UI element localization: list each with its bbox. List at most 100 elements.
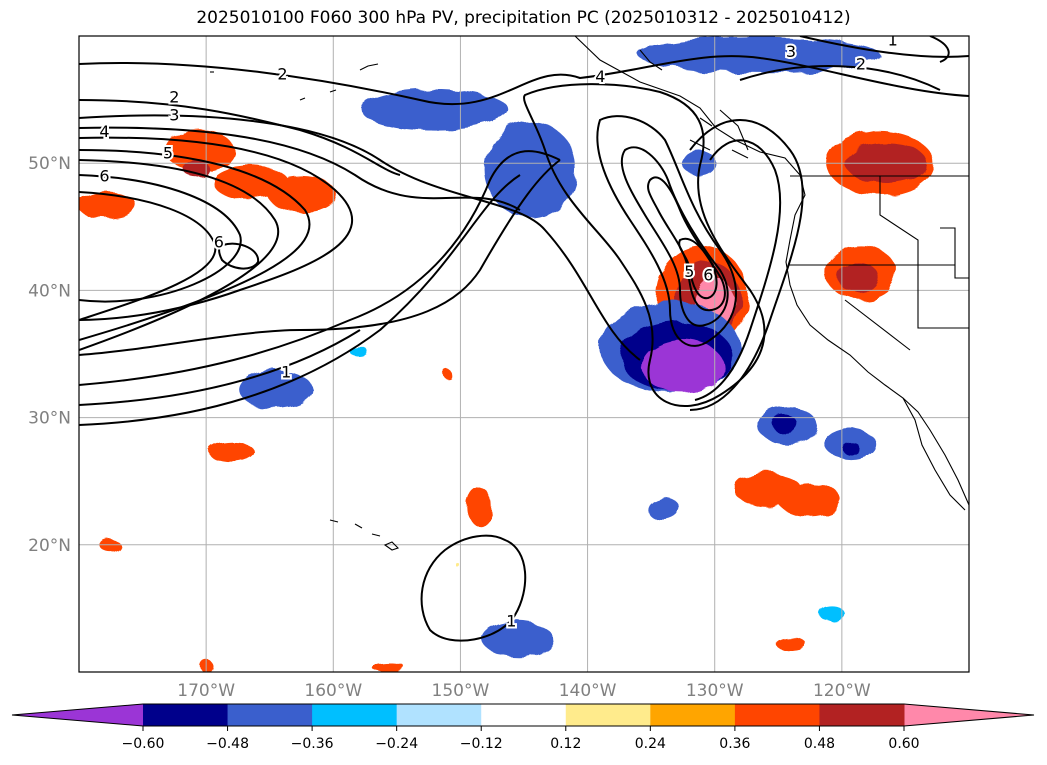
coastline <box>354 523 363 529</box>
pv-contour <box>739 65 941 91</box>
colorbar-tick-label: 0.60 <box>888 736 919 752</box>
precip-region <box>482 621 554 657</box>
colorbar: −0.60 −0.48 −0.36 −0.24 −0.12 0.12 0.24 0.36 0.4… <box>11 703 1035 752</box>
colorbar-tick-label: −0.48 <box>206 736 249 752</box>
precip-region <box>778 483 842 517</box>
coastlines <box>210 36 969 551</box>
colorbar-tick-label: −0.36 <box>291 736 334 752</box>
lat-tick-label: 50°N <box>28 154 71 174</box>
precip-region <box>484 121 577 218</box>
pv-contour <box>79 174 242 303</box>
colorbar-segment <box>650 704 736 726</box>
precip-region <box>638 37 880 73</box>
pv-contour <box>79 114 641 361</box>
precip-region <box>841 441 860 455</box>
lon-tick-label: 170°W <box>177 681 235 701</box>
pv-contour <box>79 191 217 321</box>
coastline <box>639 49 663 71</box>
pv-contour-label: 2 <box>277 65 287 84</box>
colorbar-tick-label: 0.36 <box>719 736 750 752</box>
lat-tick-label: 20°N <box>28 536 71 556</box>
pv-contour-label: 1 <box>506 612 516 631</box>
pv-contour <box>647 176 726 312</box>
pv-contour <box>79 126 521 211</box>
pv-contour-label: 4 <box>99 122 109 141</box>
lon-tick-label: 140°W <box>559 681 617 701</box>
pv-contour-label: 3 <box>786 42 796 61</box>
lon-tick-labels: 170°W 160°W 150°W 140°W 130°W 120°W <box>177 681 871 701</box>
precip-region <box>838 262 879 293</box>
pv-contour <box>79 55 969 106</box>
pv-contour-label: 5 <box>684 262 694 281</box>
pv-contour <box>420 534 527 642</box>
precip-region <box>371 661 405 672</box>
coastline <box>329 519 339 523</box>
coastline <box>383 541 400 551</box>
pv-contour <box>79 159 280 351</box>
lon-tick-label: 150°W <box>432 681 490 701</box>
coastline <box>844 299 911 351</box>
pv-contour <box>79 150 561 386</box>
coastline <box>731 149 749 159</box>
precip-region <box>79 191 137 220</box>
precip-region <box>208 441 255 463</box>
pv-contour-label: 1 <box>888 30 898 49</box>
coastline <box>329 89 337 93</box>
colorbar-segment <box>819 704 905 726</box>
pv-contour <box>799 36 969 58</box>
coastline <box>371 533 381 537</box>
lat-tick-label: 40°N <box>28 281 71 301</box>
colorbar-tick-label: 0.12 <box>550 736 581 752</box>
lat-tick-label: 30°N <box>28 409 71 429</box>
lon-tick-label: 160°W <box>304 681 362 701</box>
pv-contour-label: 1 <box>281 362 291 381</box>
pv-contour <box>79 329 361 406</box>
precip-region <box>267 175 336 212</box>
pv-contour-label: 5 <box>163 144 173 163</box>
pv-contour <box>620 146 729 327</box>
pv-contour-label: 6 <box>214 233 224 252</box>
colorbar-segment <box>396 704 482 726</box>
coastline <box>902 397 966 511</box>
lat-tick-labels: 20°N 30°N 40°N 50°N <box>28 154 71 556</box>
precip-region <box>647 497 681 521</box>
colorbar-tick-label: 0.48 <box>804 736 835 752</box>
precip-region <box>818 605 845 622</box>
colorbar-tick-label: −0.12 <box>460 736 503 752</box>
graticule <box>79 36 969 672</box>
pv-contour-label: 3 <box>169 105 179 124</box>
lon-tick-label: 130°W <box>686 681 744 701</box>
pv-contour <box>596 115 737 347</box>
coastline <box>299 97 306 101</box>
precip-region <box>771 415 798 433</box>
pv-contours <box>79 36 969 642</box>
colorbar-extend-high <box>904 704 1034 726</box>
colorbar-segment <box>143 704 229 726</box>
pv-contour-label: 6 <box>703 266 713 285</box>
pv-contour <box>694 139 782 401</box>
pv-contour <box>523 83 766 407</box>
precip-region <box>775 637 807 651</box>
colorbar-segment <box>565 704 651 726</box>
lon-tick-label: 120°W <box>813 681 871 701</box>
pv-contour <box>689 119 804 411</box>
pv-contour-label: 2 <box>169 88 179 107</box>
precip-region <box>443 369 453 379</box>
coastline <box>699 117 713 127</box>
coastline <box>719 109 749 151</box>
chart-title: 2025010100 F060 300 hPa PV, precipitatio… <box>196 8 851 28</box>
pv-contour-label: 4 <box>595 67 605 86</box>
colorbar-tick-label: −0.24 <box>375 736 418 752</box>
colorbar-extend-low <box>12 704 143 726</box>
coastline <box>879 176 969 329</box>
colorbar-tick-label: −0.60 <box>122 736 165 752</box>
precip-region <box>183 159 209 178</box>
pv-contour <box>678 237 718 300</box>
coastline <box>689 139 711 151</box>
coastline <box>940 227 969 279</box>
colorbar-segment <box>481 704 567 726</box>
colorbar-segment <box>734 704 820 726</box>
pv-contour <box>218 242 260 270</box>
